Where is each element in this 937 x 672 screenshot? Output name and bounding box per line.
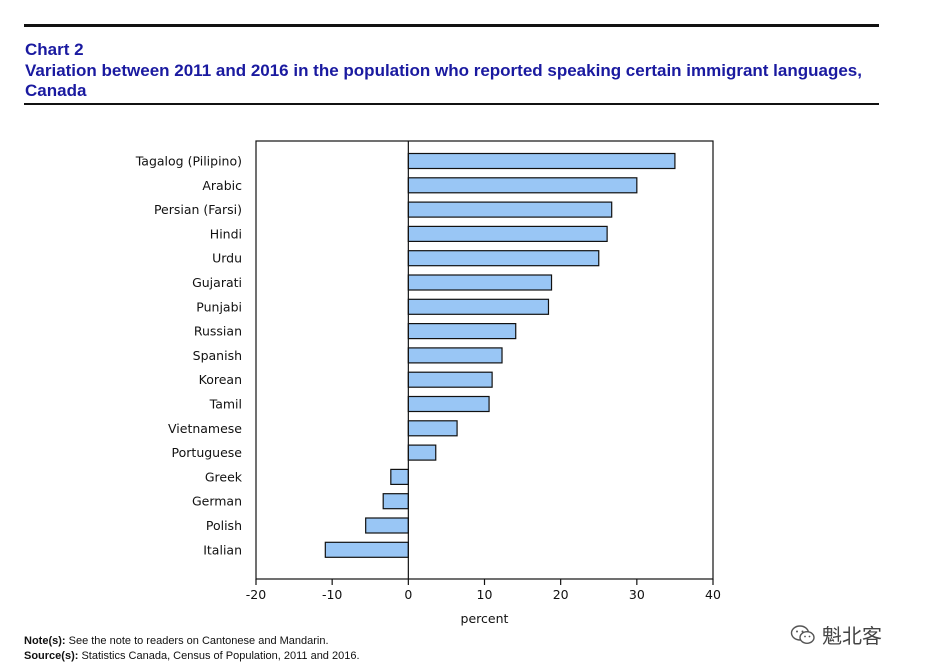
x-tick-label: 10 bbox=[477, 587, 493, 602]
category-label: Korean bbox=[199, 372, 242, 387]
category-label: Hindi bbox=[210, 226, 242, 241]
category-label: Tagalog (Pilipino) bbox=[135, 154, 242, 169]
bar-chart: Tagalog (Pilipino) Arabic Persian (Farsi) H… bbox=[0, 0, 937, 672]
category-label: Punjabi bbox=[196, 299, 242, 314]
bar-2 bbox=[408, 178, 637, 193]
x-tick-label: 20 bbox=[553, 587, 569, 602]
bar-14 bbox=[391, 469, 409, 484]
category-label: Polish bbox=[206, 518, 242, 533]
category-label: Russian bbox=[194, 324, 242, 339]
bar-16 bbox=[366, 518, 409, 533]
bar-4 bbox=[408, 226, 607, 241]
bar-7 bbox=[408, 299, 548, 314]
category-label: Persian (Farsi) bbox=[154, 202, 242, 217]
category-label: Urdu bbox=[212, 251, 242, 266]
bar-15 bbox=[383, 494, 408, 509]
category-label: Portuguese bbox=[172, 445, 243, 460]
category-label: Italian bbox=[203, 542, 242, 557]
source-text: Statistics Canada, Census of Population,… bbox=[81, 650, 359, 662]
category-label: Greek bbox=[205, 469, 243, 484]
x-tick-label: -20 bbox=[246, 587, 266, 602]
category-label: Arabic bbox=[202, 178, 242, 193]
category-label: Tamil bbox=[209, 397, 242, 412]
bar-3 bbox=[408, 202, 611, 217]
bar-1 bbox=[408, 154, 675, 169]
bar-5 bbox=[408, 251, 598, 266]
x-tick-label: 30 bbox=[629, 587, 645, 602]
watermark-text: 魁北客 bbox=[822, 620, 882, 649]
category-label: Vietnamese bbox=[168, 421, 242, 436]
bar-6 bbox=[408, 275, 551, 290]
x-tick-label: 0 bbox=[404, 587, 412, 602]
bar-8 bbox=[408, 324, 515, 339]
bar-9 bbox=[408, 348, 502, 363]
category-label: Spanish bbox=[193, 348, 242, 363]
source-label: Source(s): bbox=[24, 650, 78, 662]
category-label: Gujarati bbox=[192, 275, 242, 290]
bar-17 bbox=[325, 542, 408, 557]
x-tick-label: -10 bbox=[322, 587, 342, 602]
note-line: Note(s): See the note to readers on Cant… bbox=[24, 634, 360, 649]
bar-12 bbox=[408, 421, 457, 436]
wechat-icon bbox=[790, 622, 816, 648]
x-axis-title: percent bbox=[461, 611, 509, 626]
watermark: 魁北客 bbox=[790, 620, 882, 649]
source-line: Source(s): Statistics Canada, Census of … bbox=[24, 649, 360, 664]
note-label: Note(s): bbox=[24, 635, 66, 647]
footer-notes: Note(s): See the note to readers on Cant… bbox=[24, 634, 360, 664]
note-text: See the note to readers on Cantonese and… bbox=[69, 635, 329, 647]
x-tick-label: 40 bbox=[705, 587, 721, 602]
bar-13 bbox=[408, 445, 435, 460]
category-label: German bbox=[192, 494, 242, 509]
bar-10 bbox=[408, 372, 492, 387]
bar-11 bbox=[408, 397, 489, 412]
